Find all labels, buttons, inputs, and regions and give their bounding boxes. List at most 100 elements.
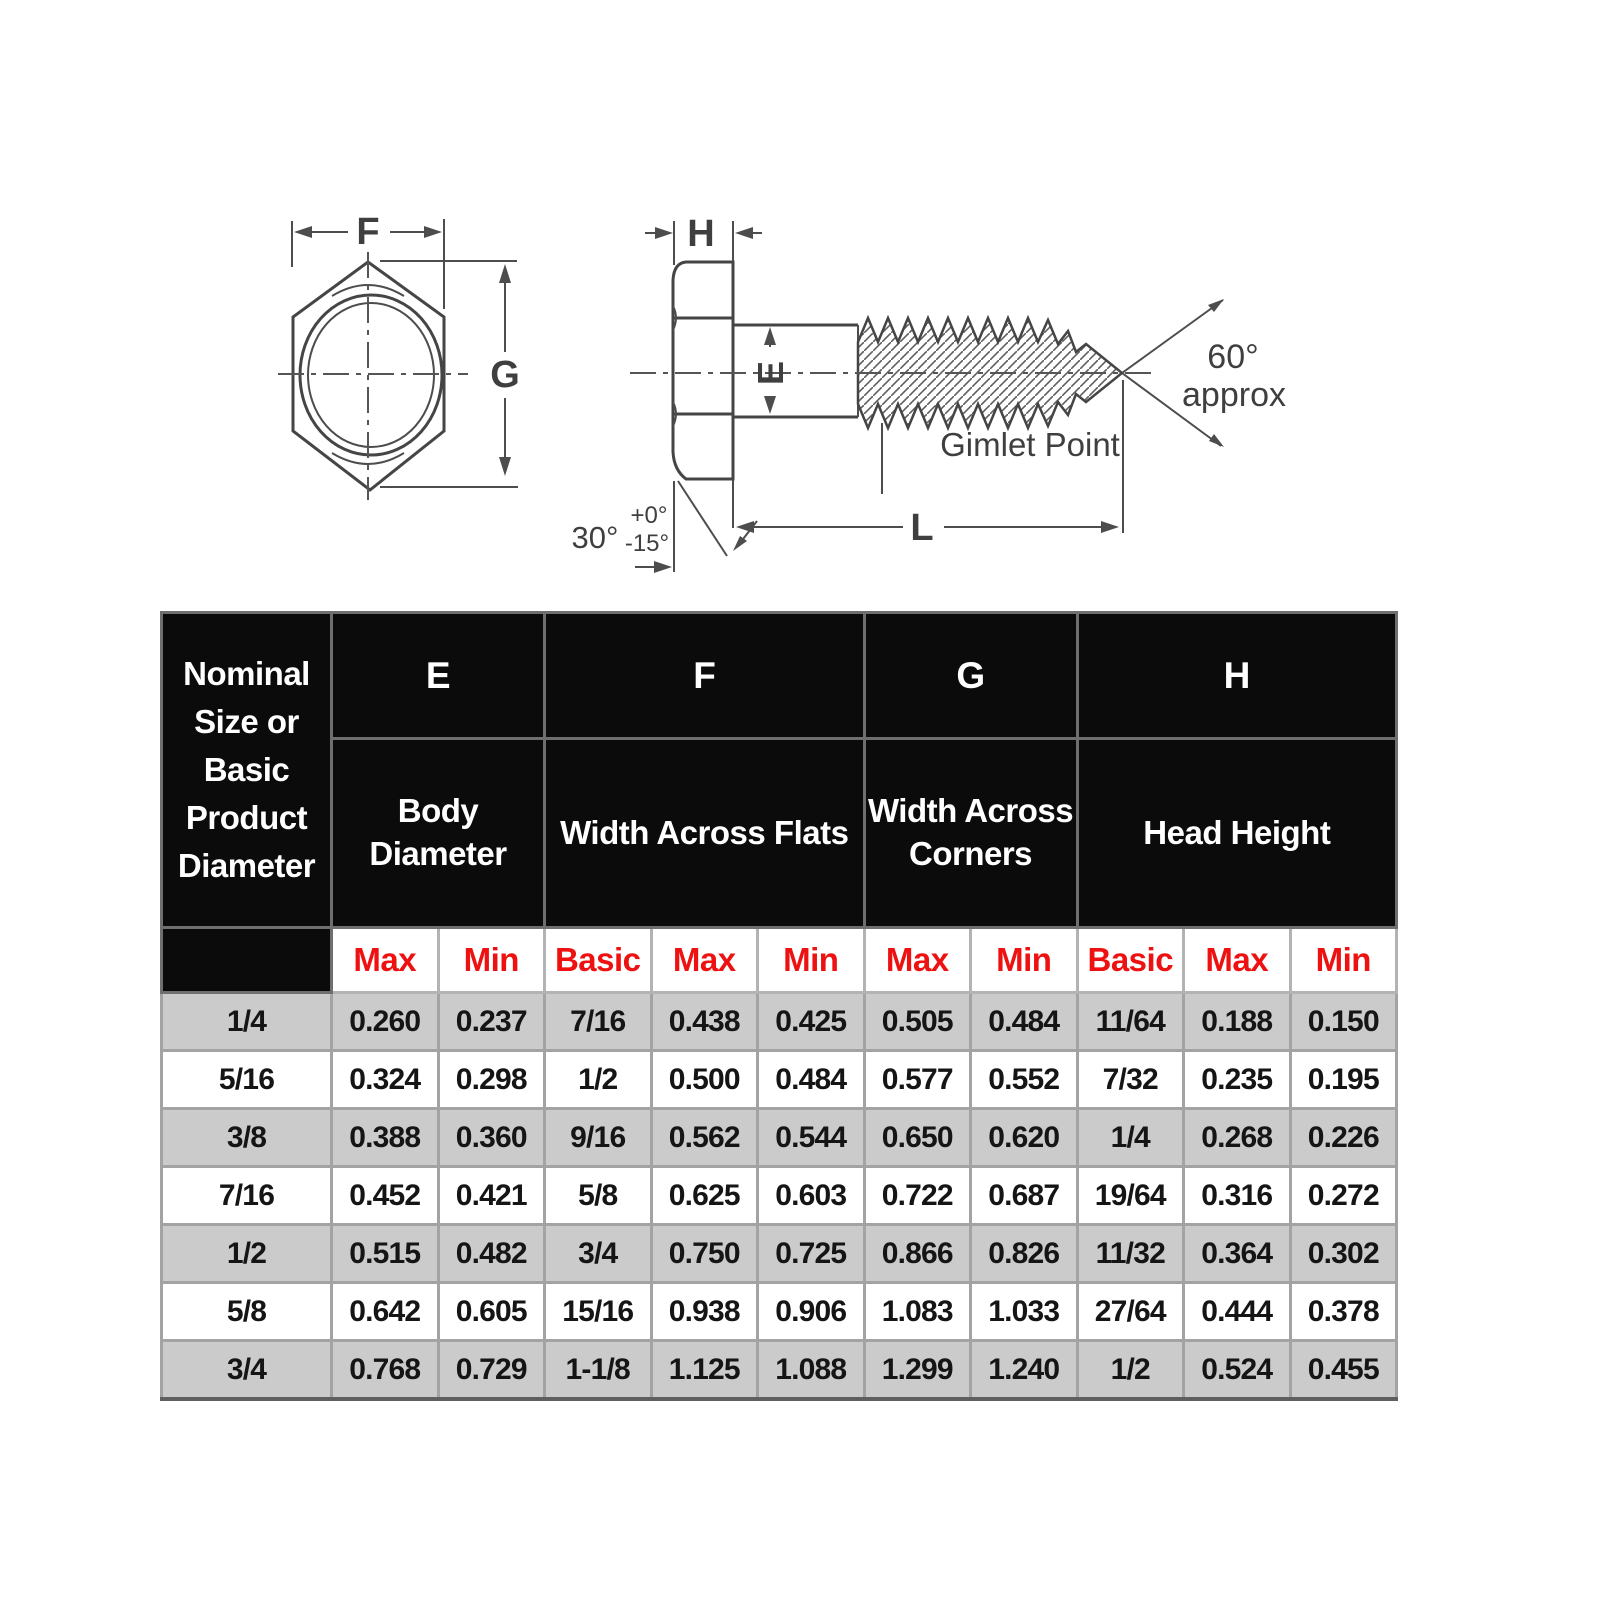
dim-label-e: E — [750, 361, 791, 385]
head-angle-callout: 30° +0° -15° — [572, 480, 758, 573]
sub-header-cell: Basic — [1075, 926, 1186, 994]
table-row: 5/16 0.324 0.298 1/2 0.500 0.484 0.577 0.552 7/3… — [160, 1049, 1399, 1110]
value-cell: 0.455 — [1288, 1339, 1399, 1401]
sub-header-cell: Basic — [543, 926, 653, 994]
sub-header-cell: Max — [649, 926, 759, 994]
sub-header-cell: Min — [969, 926, 1079, 994]
value-cell: 1.088 — [756, 1339, 866, 1401]
table-header: Nominal Size or Basic Product Diameter E… — [160, 611, 1399, 994]
gimlet-point-label: Gimlet Point — [940, 426, 1120, 463]
value-cell: 0.620 — [969, 1107, 1079, 1168]
value-cell: 1.299 — [862, 1339, 973, 1401]
dimension-table-container: Nominal Size or Basic Product Diameter E… — [160, 611, 1399, 1401]
value-cell: 0.484 — [756, 1049, 866, 1110]
value-cell: 0.195 — [1288, 1049, 1399, 1110]
group-name-cell-width-across-flats: Width Across Flats — [543, 737, 866, 929]
head-angle-tol-plus: +0° — [631, 502, 668, 529]
group-name-cell-head-height: Head Height — [1075, 737, 1399, 929]
value-cell: 0.235 — [1182, 1049, 1292, 1110]
value-cell: 1.083 — [862, 1281, 973, 1342]
head-facet-lines — [673, 316, 733, 416]
lag-screw-dimensions-table: Nominal Size or Basic Product Diameter E… — [160, 611, 1399, 1401]
row-size-cell: 7/16 — [160, 1165, 333, 1226]
value-cell: 0.272 — [1288, 1165, 1399, 1226]
lag-screw-technical-drawing: F G H — [278, 211, 1286, 573]
sub-header-cell: Max — [1182, 926, 1292, 994]
table-row: 1/2 0.515 0.482 3/4 0.750 0.725 0.866 0.826 11/3… — [160, 1223, 1399, 1284]
value-cell: 0.722 — [862, 1165, 973, 1226]
value-cell: 0.505 — [862, 991, 973, 1052]
value-cell: 0.484 — [969, 991, 1079, 1052]
dimension-f: F — [291, 211, 445, 309]
value-cell: 0.552 — [969, 1049, 1079, 1110]
dim-label-h: H — [687, 213, 714, 255]
value-cell: 1/4 — [1075, 1107, 1186, 1168]
sub-header-cell: Max — [330, 926, 440, 994]
value-cell: 0.729 — [436, 1339, 546, 1401]
head-outline — [671, 260, 735, 481]
value-cell: 0.360 — [436, 1107, 546, 1168]
value-cell: 15/16 — [543, 1281, 653, 1342]
row-size-cell: 1/4 — [160, 991, 333, 1052]
value-cell: 0.444 — [1182, 1281, 1292, 1342]
shank — [733, 323, 858, 419]
value-cell: 0.388 — [330, 1107, 440, 1168]
row-size-cell: 5/8 — [160, 1281, 333, 1342]
hex-end-view: F G — [278, 211, 520, 500]
value-cell: 0.188 — [1182, 991, 1292, 1052]
group-name-cell-width-across-corners: Width Across Corners — [862, 737, 1079, 929]
value-cell: 1.125 — [649, 1339, 759, 1401]
row-size-cell: 5/16 — [160, 1049, 333, 1110]
row-size-cell: 3/4 — [160, 1339, 333, 1401]
dimension-g: G — [380, 260, 520, 488]
value-cell: 0.452 — [330, 1165, 440, 1226]
table-row: 3/8 0.388 0.360 9/16 0.562 0.544 0.650 0.620 1/4… — [160, 1107, 1399, 1168]
point-angle-label: 60° — [1207, 338, 1258, 376]
value-cell: 0.237 — [436, 991, 546, 1052]
value-cell: 0.425 — [756, 991, 866, 1052]
value-cell: 0.378 — [1288, 1281, 1399, 1342]
value-cell: 0.642 — [330, 1281, 440, 1342]
dimension-e: E — [750, 327, 791, 414]
value-cell: 0.577 — [862, 1049, 973, 1110]
value-cell: 0.603 — [756, 1165, 866, 1226]
dimension-l: L — [732, 380, 1124, 549]
point-angle-callout: 60° approx Gimlet Point — [940, 299, 1286, 463]
value-cell: 0.482 — [436, 1223, 546, 1284]
value-cell: 0.324 — [330, 1049, 440, 1110]
row-size-cell: 1/2 — [160, 1223, 333, 1284]
value-cell: 0.768 — [330, 1339, 440, 1401]
value-cell: 0.826 — [969, 1223, 1079, 1284]
value-cell: 0.268 — [1182, 1107, 1292, 1168]
side-view: H E L 30° +0° -15° — [572, 213, 1286, 573]
table-row: 5/8 0.642 0.605 15/16 0.938 0.906 1.083 1.033 27… — [160, 1281, 1399, 1342]
sub-header-row: Max Min Basic Max Min Max Min Basic Max Min — [160, 926, 1399, 994]
value-cell: 0.500 — [649, 1049, 759, 1110]
dimension-h: H — [645, 213, 762, 265]
value-cell: 11/64 — [1075, 991, 1186, 1052]
sub-header-cell: Min — [756, 926, 866, 994]
value-cell: 11/32 — [1075, 1223, 1186, 1284]
group-letter-cell-f: F — [543, 611, 866, 740]
value-cell: 3/4 — [543, 1223, 653, 1284]
table-row: 1/4 0.260 0.237 7/16 0.438 0.425 0.505 0.484 11/… — [160, 991, 1399, 1052]
value-cell: 0.625 — [649, 1165, 759, 1226]
dim-label-f: F — [356, 211, 379, 253]
group-name-row: Body Diameter Width Across Flats Width A… — [162, 737, 1399, 929]
corner-header-cell: Nominal Size or Basic Product Diameter — [160, 611, 333, 929]
group-letter-cell-e: E — [330, 611, 546, 740]
table-row: 3/4 0.768 0.729 1-1/8 1.125 1.088 1.299 1.240 1/… — [160, 1339, 1399, 1401]
value-cell: 1/2 — [1075, 1339, 1186, 1401]
value-cell: 0.938 — [649, 1281, 759, 1342]
value-cell: 0.364 — [1182, 1223, 1292, 1284]
value-cell: 1.240 — [969, 1339, 1079, 1401]
value-cell: 0.260 — [330, 991, 440, 1052]
table-body: 1/4 0.260 0.237 7/16 0.438 0.425 0.505 0.484 11/… — [160, 991, 1399, 1401]
letter-header-row: Nominal Size or Basic Product Diameter E… — [160, 611, 1399, 929]
value-cell: 0.298 — [436, 1049, 546, 1110]
value-cell: 0.515 — [330, 1223, 440, 1284]
value-cell: 0.421 — [436, 1165, 546, 1226]
row-size-cell: 3/8 — [160, 1107, 333, 1168]
point-angle-approx-label: approx — [1182, 376, 1286, 414]
